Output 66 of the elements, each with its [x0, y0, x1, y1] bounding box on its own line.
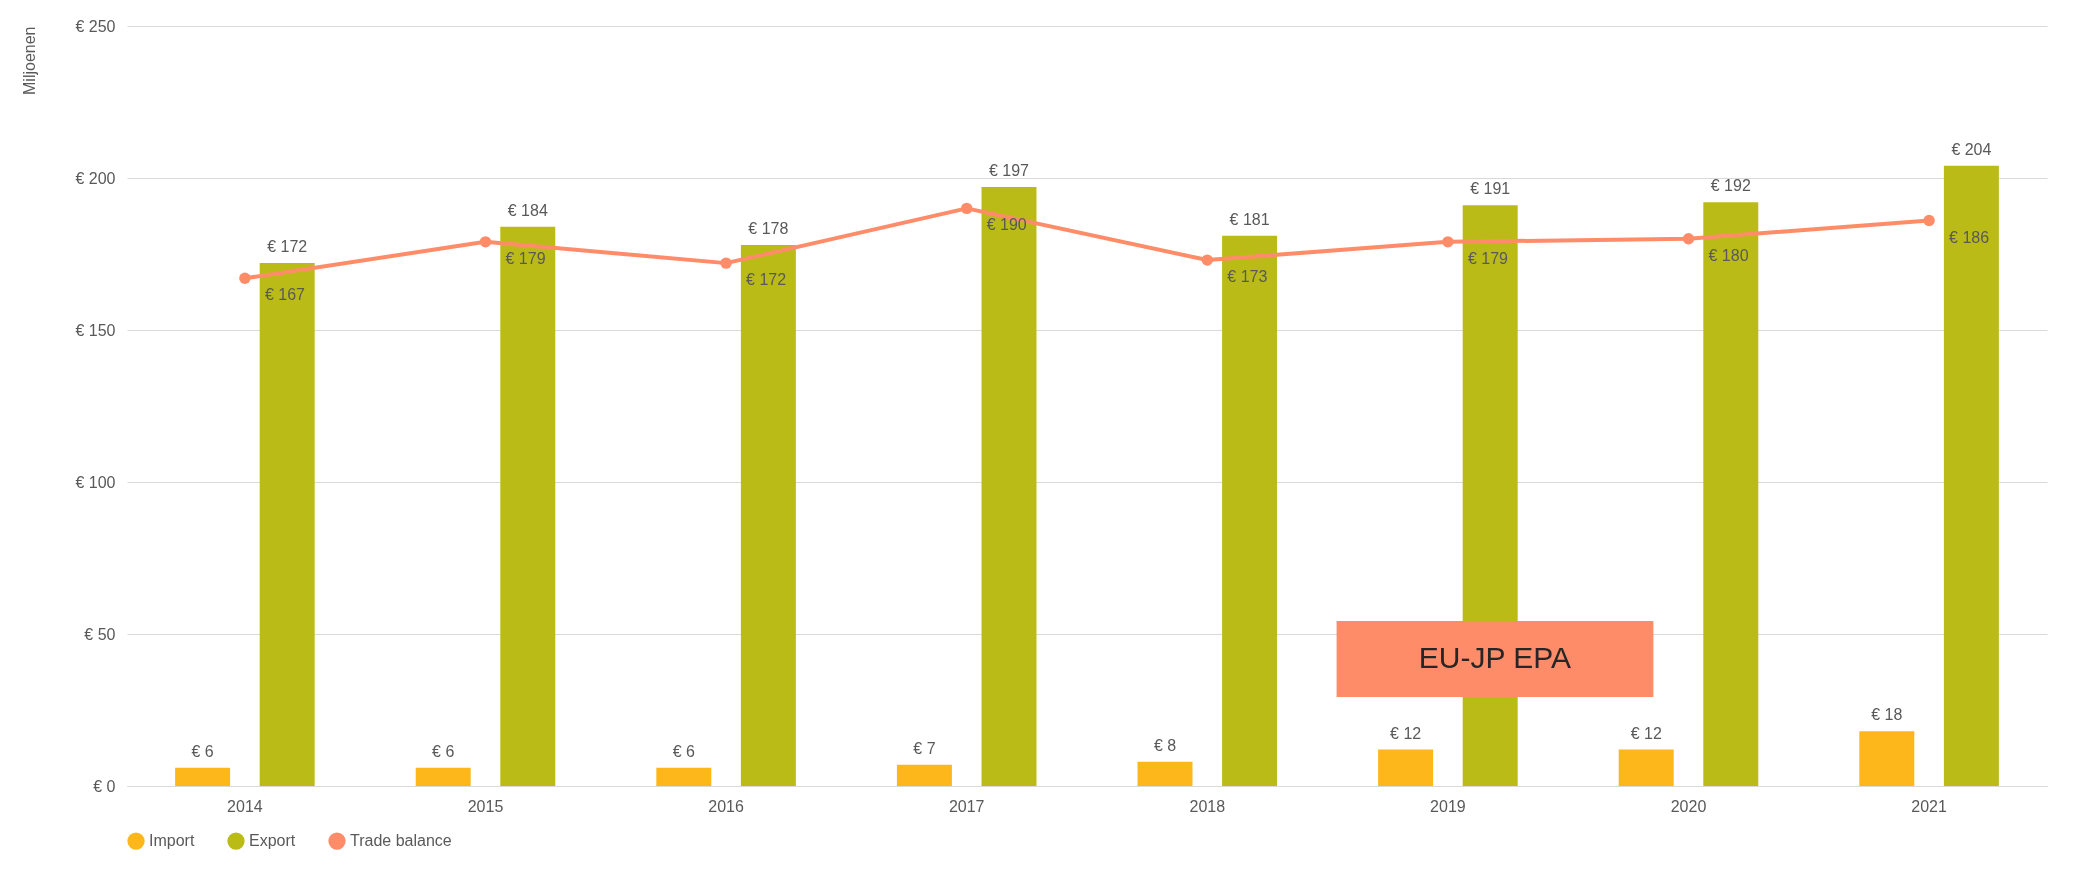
y-tick-label: € 0 [93, 777, 116, 795]
data-label: € 6 [191, 742, 214, 760]
data-label: € 180 [1708, 246, 1749, 264]
data-label: € 12 [1390, 724, 1422, 742]
data-label: € 173 [1227, 268, 1268, 286]
data-label: € 192 [1710, 177, 1751, 195]
bar [1943, 165, 1999, 786]
data-label: € 6 [432, 742, 455, 760]
legend-label: Export [249, 832, 296, 850]
data-label: € 7 [913, 739, 936, 757]
legend-label: Trade balance [350, 832, 452, 850]
data-label: € 191 [1470, 180, 1511, 198]
point [720, 257, 732, 269]
y-axis-title: Miljoenen [20, 26, 38, 95]
data-label: € 179 [505, 249, 546, 267]
data-label: € 184 [507, 201, 548, 219]
bar [656, 767, 712, 786]
point [1682, 233, 1695, 245]
y-tick-label: € 200 [75, 169, 116, 187]
point [479, 236, 492, 248]
data-label: € 12 [1630, 724, 1662, 742]
data-label: € 172 [746, 271, 787, 289]
x-tick-label: 2019 [1430, 797, 1466, 815]
data-label: € 179 [1467, 249, 1509, 267]
bar [1703, 202, 1759, 786]
x-tick-label: 2015 [467, 797, 504, 815]
bar [1137, 761, 1193, 786]
point [961, 202, 973, 215]
data-label: € 6 [672, 742, 696, 760]
data-label: € 197 [988, 162, 1030, 180]
data-label: € 178 [748, 219, 789, 237]
y-tick-label: € 250 [75, 17, 116, 35]
point [1201, 254, 1213, 266]
point [1923, 214, 1935, 227]
data-label: € 18 [1871, 706, 1903, 724]
data-label: € 8 [1153, 736, 1177, 754]
x-tick-label: 2018 [1189, 797, 1226, 815]
data-label: € 190 [986, 216, 1027, 234]
bar [175, 767, 231, 786]
bar [1222, 235, 1278, 786]
bar [1618, 749, 1674, 786]
point [1442, 236, 1454, 248]
bar [415, 767, 471, 786]
x-tick-label: 2016 [708, 797, 744, 815]
data-label: € 186 [1949, 228, 1990, 246]
point [239, 272, 251, 285]
legend-label: Import [149, 832, 195, 850]
bar [500, 226, 556, 786]
data-label: € 172 [267, 238, 308, 256]
y-tick-label: € 150 [75, 321, 116, 339]
x-tick-label: 2017 [948, 797, 985, 815]
data-label: € 204 [1951, 140, 1992, 158]
y-tick-label: € 50 [84, 625, 116, 643]
bar [896, 764, 952, 786]
bar [259, 263, 315, 786]
bar [981, 187, 1037, 786]
x-tick-label: 2014 [227, 797, 263, 815]
x-tick-label: 2021 [1911, 797, 1947, 815]
x-tick-label: 2020 [1670, 797, 1707, 815]
bar [1859, 731, 1915, 786]
bar [740, 244, 796, 786]
data-label: € 167 [264, 286, 306, 304]
y-tick-label: € 100 [75, 473, 116, 491]
data-label: € 181 [1229, 210, 1270, 228]
annotation: EU-JP EPA [1418, 641, 1572, 675]
bar [1378, 749, 1434, 786]
